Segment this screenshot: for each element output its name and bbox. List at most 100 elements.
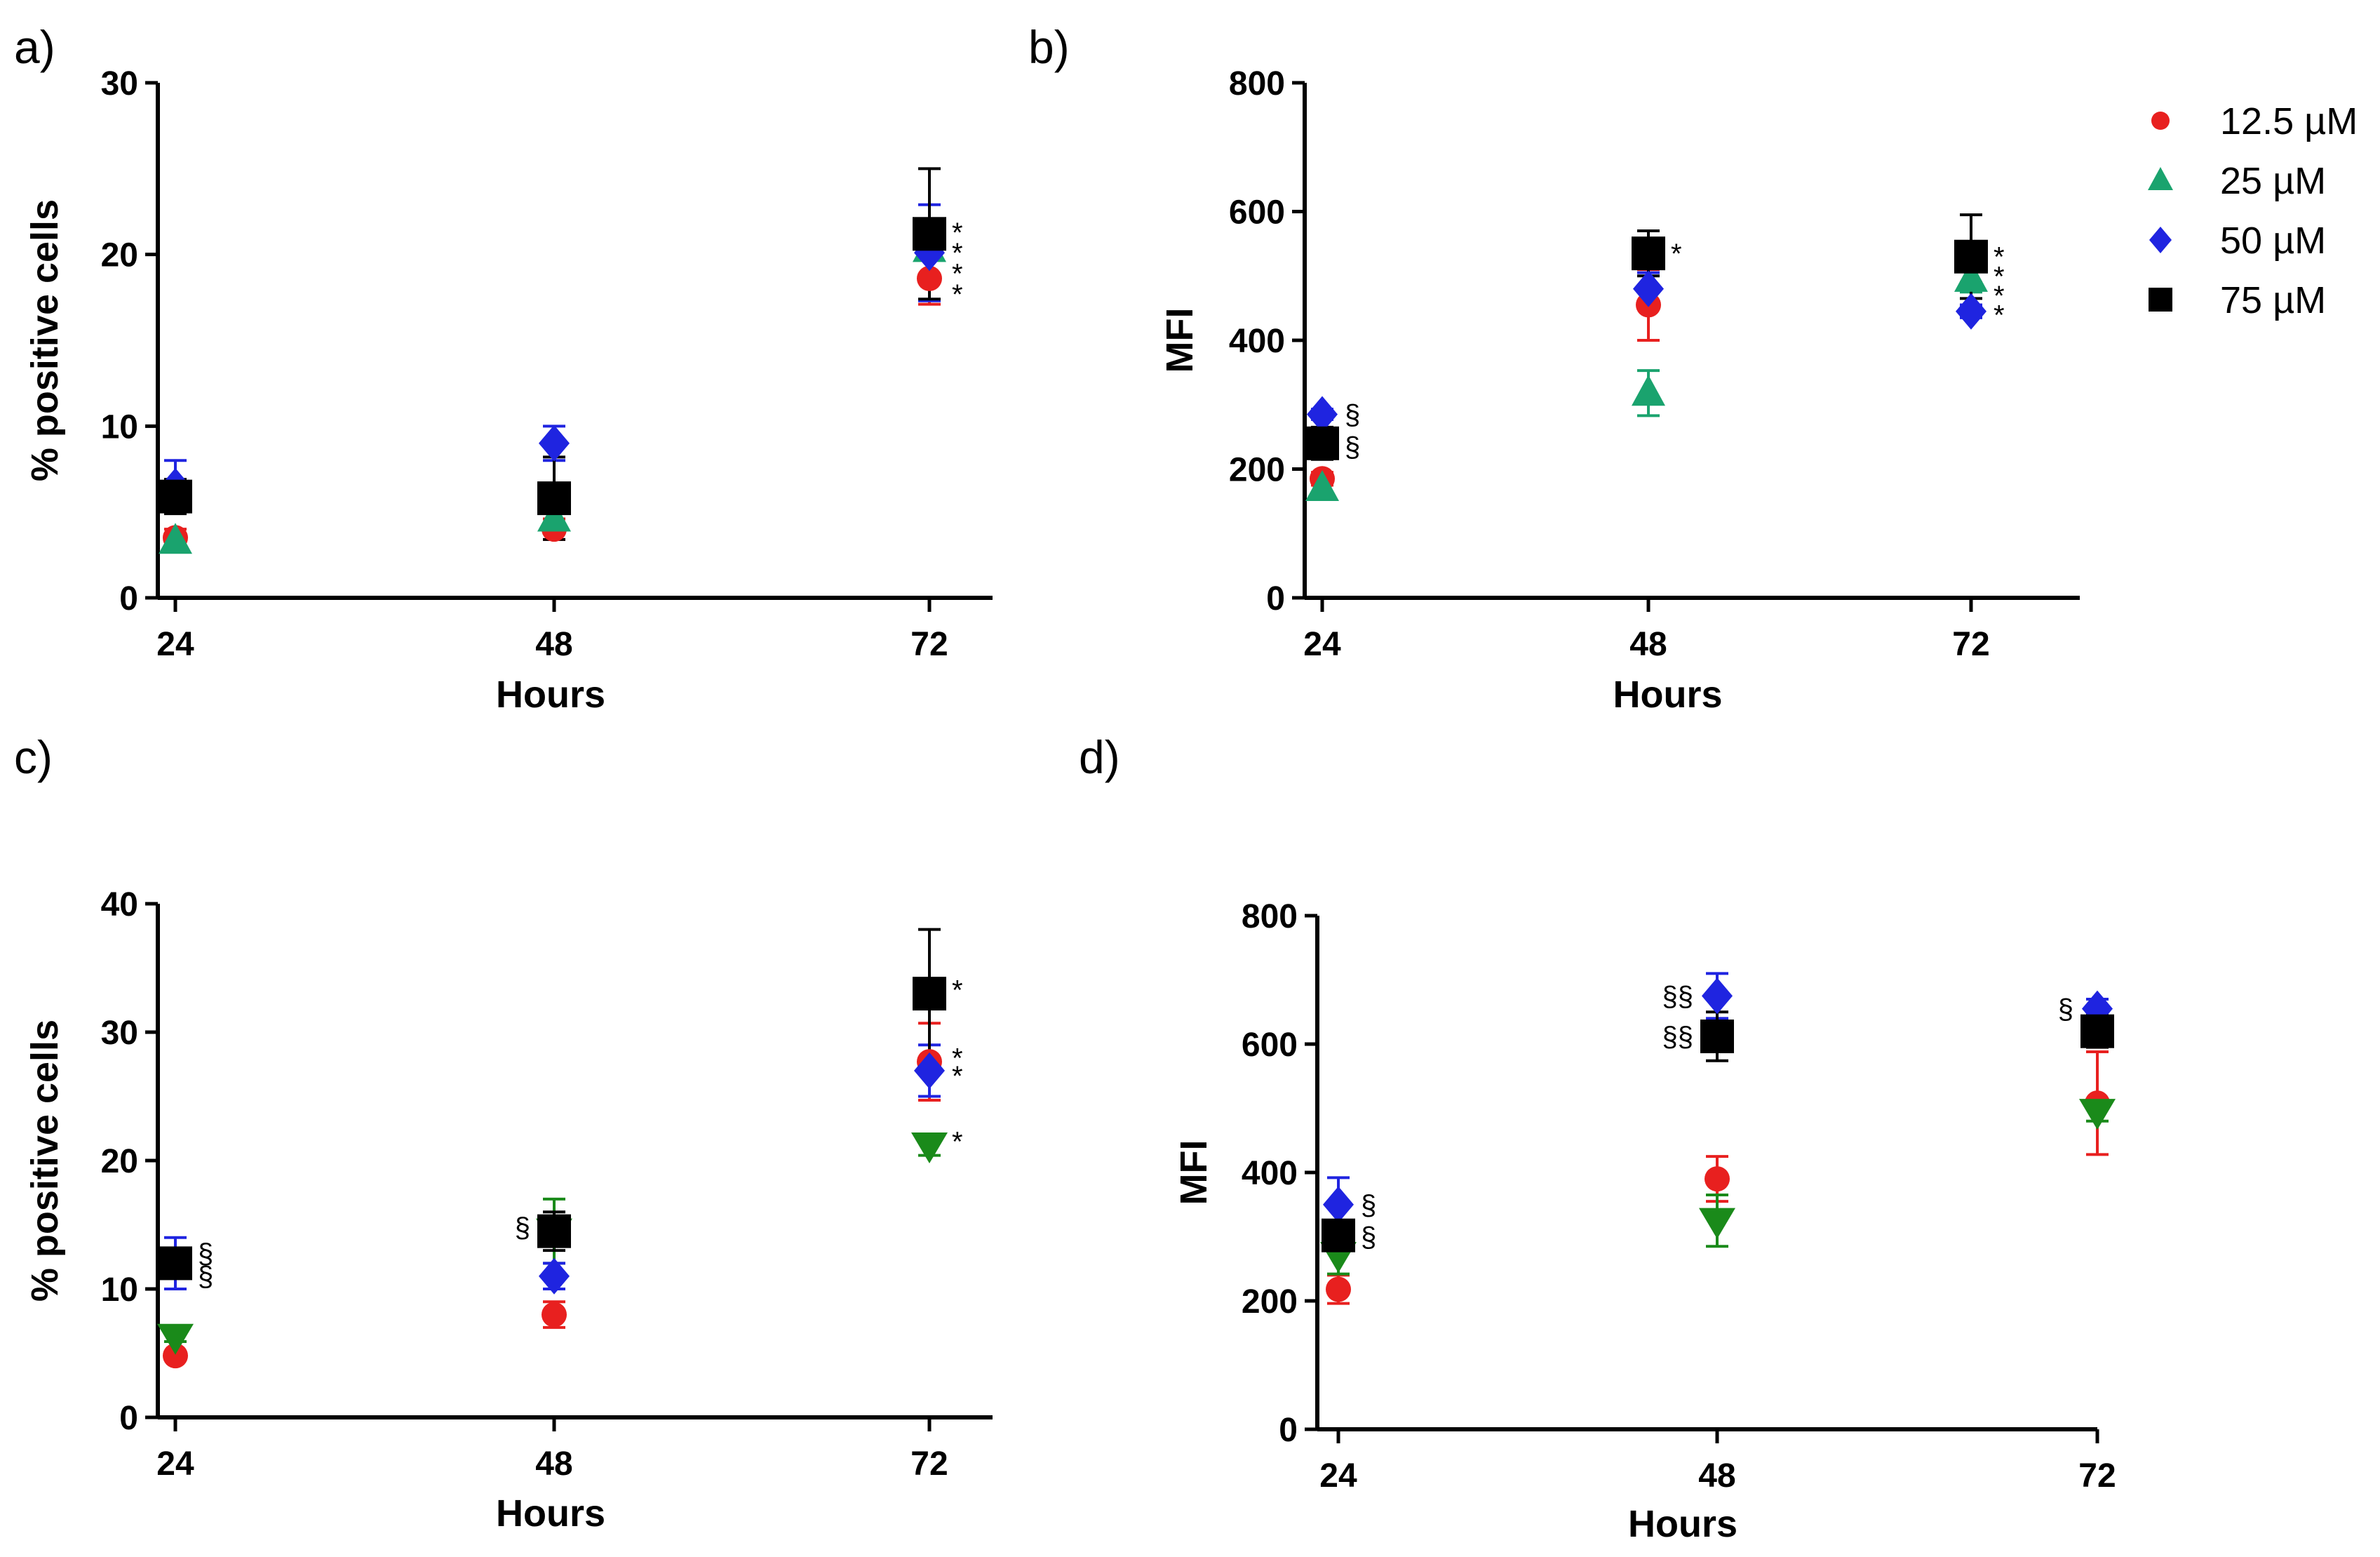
- data-point: [537, 481, 571, 516]
- significance-mark: §: [2058, 994, 2073, 1025]
- y-axis-title: % positive cells: [24, 1020, 66, 1302]
- series-markers-0: [163, 1049, 942, 1369]
- x-tick-label: 24: [156, 626, 194, 663]
- data-point: [911, 1132, 948, 1164]
- y-axis-title: MFI: [1159, 308, 1201, 373]
- y-tick-label: 30: [101, 65, 138, 102]
- x-tick-label: 24: [156, 1445, 194, 1483]
- data-point: [1700, 1020, 1734, 1054]
- series-markers-3: [159, 217, 946, 516]
- data-point: [539, 1257, 570, 1295]
- data-point: [1633, 270, 1664, 307]
- significance-mark: §: [1345, 432, 1360, 462]
- data-point: [914, 1052, 945, 1089]
- series-markers-2: [160, 234, 945, 504]
- data-point: [159, 479, 192, 514]
- series-markers-3: [159, 977, 946, 1281]
- x-tick-label: 72: [2078, 1457, 2116, 1495]
- legend-marker: [2151, 112, 2170, 130]
- x-axis-title: Hours: [1613, 674, 1722, 716]
- y-tick-label: 400: [1229, 323, 1285, 360]
- y-tick-label: 200: [1242, 1283, 1298, 1321]
- legend-item: 75 µM: [2149, 279, 2326, 321]
- data-point: [917, 265, 942, 291]
- legend-label: 25 µM: [2220, 160, 2326, 202]
- data-point: [542, 1302, 567, 1328]
- y-tick-label: 0: [119, 1400, 138, 1437]
- y-tick-label: 20: [101, 1143, 138, 1180]
- data-point: [537, 500, 571, 532]
- x-tick-label: 72: [1952, 626, 1989, 663]
- y-tick-label: 800: [1229, 65, 1285, 102]
- x-tick-label: 48: [1629, 626, 1667, 663]
- data-point: [159, 523, 192, 554]
- significance-mark: *: [1994, 281, 2005, 312]
- x-tick-label: 24: [1319, 1457, 1357, 1495]
- legend-marker: [2148, 167, 2173, 190]
- significance-mark: *: [1994, 261, 2005, 292]
- panel-label: d): [1079, 731, 1120, 783]
- significance-mark: *: [952, 218, 963, 248]
- legend-label: 50 µM: [2220, 220, 2326, 262]
- data-point: [1307, 396, 1338, 433]
- data-point: [1322, 1218, 1355, 1252]
- x-tick-label: 72: [910, 1445, 948, 1483]
- data-point: [913, 217, 946, 251]
- y-tick-label: 20: [101, 237, 138, 274]
- data-point: [1956, 293, 1986, 330]
- panel-label: a): [14, 21, 55, 73]
- series-2: [164, 1043, 941, 1290]
- significance-mark: *: [952, 238, 963, 269]
- data-point: [1632, 236, 1665, 271]
- x-tick-label: 48: [535, 1445, 572, 1483]
- series-markers-1: [1305, 260, 1988, 502]
- significance-mark: §: [1361, 1222, 1376, 1253]
- legend-item: 50 µM: [2149, 220, 2326, 262]
- legend: 12.5 µM 25 µM 50 µM 75 µM: [2148, 100, 2358, 321]
- data-point: [539, 425, 570, 462]
- y-tick-label: 0: [1266, 580, 1285, 617]
- significance-mark: §: [198, 1262, 213, 1292]
- data-point: [159, 1246, 192, 1281]
- series-markers-3: [1305, 236, 1988, 460]
- y-axis-title: MFI: [1173, 1140, 1215, 1205]
- data-point: [1954, 260, 1988, 292]
- data-point: [913, 977, 946, 1011]
- y-tick-label: 30: [101, 1015, 138, 1052]
- y-axis-title: % positive cells: [24, 199, 66, 481]
- data-point: [163, 1343, 188, 1369]
- significance-mark: *: [1671, 239, 1682, 269]
- x-tick-label: 48: [535, 626, 572, 663]
- significance-mark: *: [1994, 242, 2005, 273]
- significance-mark: *: [1994, 300, 2005, 330]
- panel-label: b): [1028, 21, 1070, 73]
- y-tick-label: 10: [101, 408, 138, 446]
- data-point: [1632, 375, 1665, 406]
- x-tick-label: 24: [1303, 626, 1341, 663]
- data-point: [1326, 1276, 1351, 1302]
- y-tick-label: 0: [119, 580, 138, 617]
- data-point: [1699, 1208, 1735, 1239]
- data-point: [1954, 239, 1988, 274]
- significance-mark: §§: [1662, 981, 1694, 1012]
- data-point: [2080, 1014, 2114, 1048]
- series-markers-2: [160, 1052, 945, 1295]
- series-2: [164, 203, 941, 514]
- significance-mark: *: [952, 1043, 963, 1074]
- y-tick-label: 200: [1229, 452, 1285, 489]
- significance-mark: §: [515, 1212, 530, 1243]
- y-tick-label: 400: [1242, 1155, 1298, 1192]
- x-axis-title: Hours: [496, 674, 605, 716]
- significance-mark: *: [952, 1127, 963, 1158]
- x-tick-label: 48: [1698, 1457, 1735, 1495]
- significance-mark: *: [952, 259, 963, 290]
- significance-mark: §: [1345, 400, 1360, 431]
- significance-mark: §: [1361, 1190, 1376, 1221]
- data-point: [1323, 1186, 1354, 1223]
- legend-item: 25 µM: [2148, 160, 2326, 202]
- x-axis-title: Hours: [496, 1492, 605, 1535]
